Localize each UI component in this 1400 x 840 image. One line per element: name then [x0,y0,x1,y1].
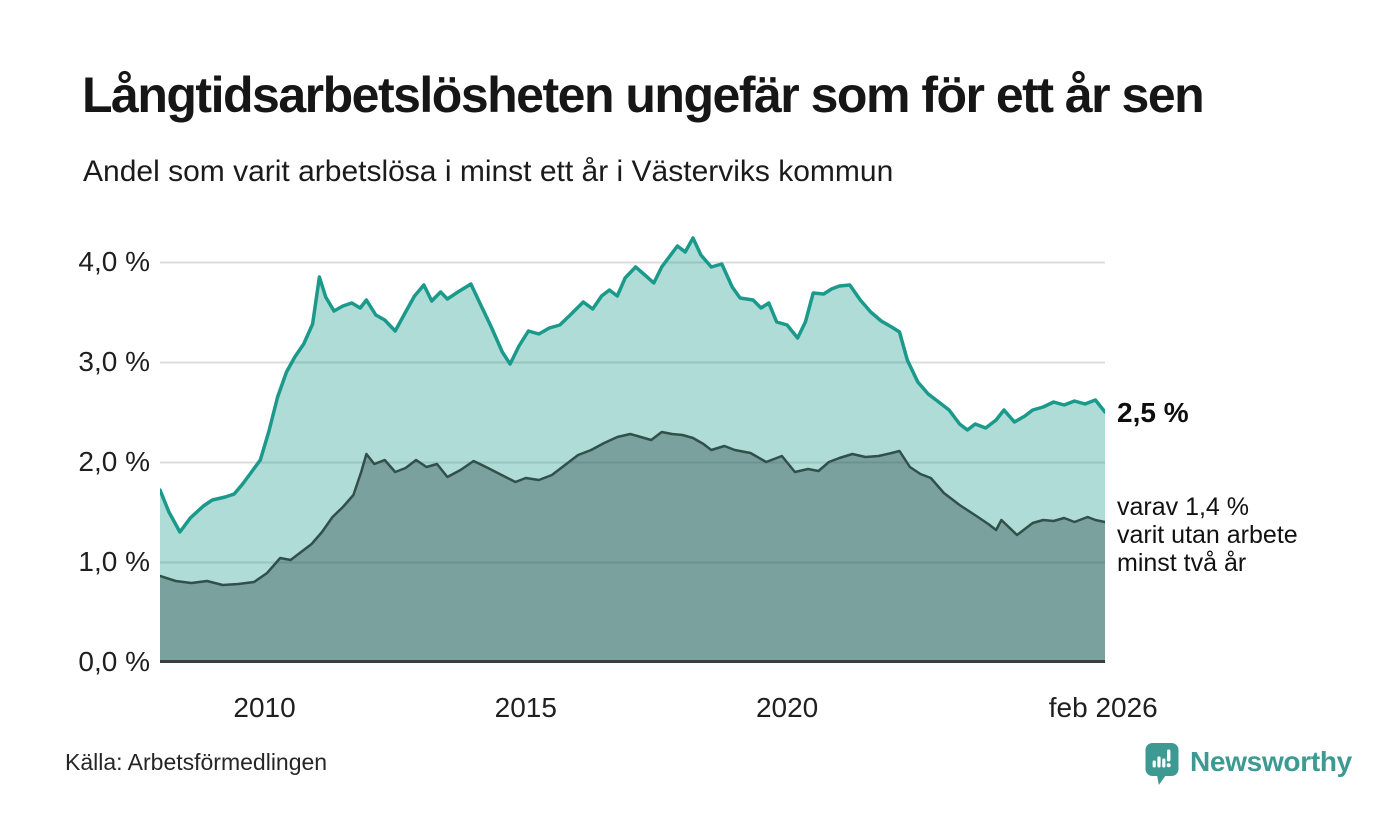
series-line-minst-ett-ar [160,236,1105,534]
area-chart [160,236,1105,663]
chart-title: Långtidsarbetslösheten ungefär som för e… [82,67,1205,123]
newsworthy-bubble-chart-icon [1145,743,1179,785]
y-tick-label: 0,0 % [78,646,150,677]
newsworthy-logo: Newsworthy [1145,742,1352,786]
series-end-description-label: varav 1,4 % varit utan arbete minst två … [1117,493,1298,577]
chart-subtitle: Andel som varit arbetslösa i minst ett å… [83,155,894,188]
y-tick-label: 4,0 % [78,246,150,277]
y-tick-label: 1,0 % [78,546,150,577]
annotation-line: varav 1,4 % [1117,493,1250,521]
series-area-minst-ett-ar [160,238,1105,662]
source-label: Källa: Arbetsförmedlingen [65,749,328,775]
y-tick-label: 3,0 % [78,346,150,377]
x-tick-label: 2020 [755,692,819,723]
x-tick-label: 2010 [233,692,296,723]
annotation-line: minst två år [1117,549,1247,577]
y-tick-label: 2,0 % [78,446,150,477]
annotation-line: varit utan arbete [1117,521,1298,549]
series-area-minst-tva-ar [160,432,1105,662]
x-tick-label: feb 2026 [1048,692,1158,723]
series-line-minst-tva-ar [160,430,1105,587]
x-tick-label: 2015 [494,692,557,723]
series-end-value-label: 2,5 % [1117,397,1189,428]
newsworthy-wordmark: Newsworthy [1190,746,1352,777]
